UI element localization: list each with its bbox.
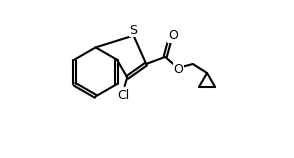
Text: O: O [174,63,183,76]
Text: Cl: Cl [117,89,129,102]
Text: S: S [130,24,138,36]
Text: O: O [168,29,178,42]
